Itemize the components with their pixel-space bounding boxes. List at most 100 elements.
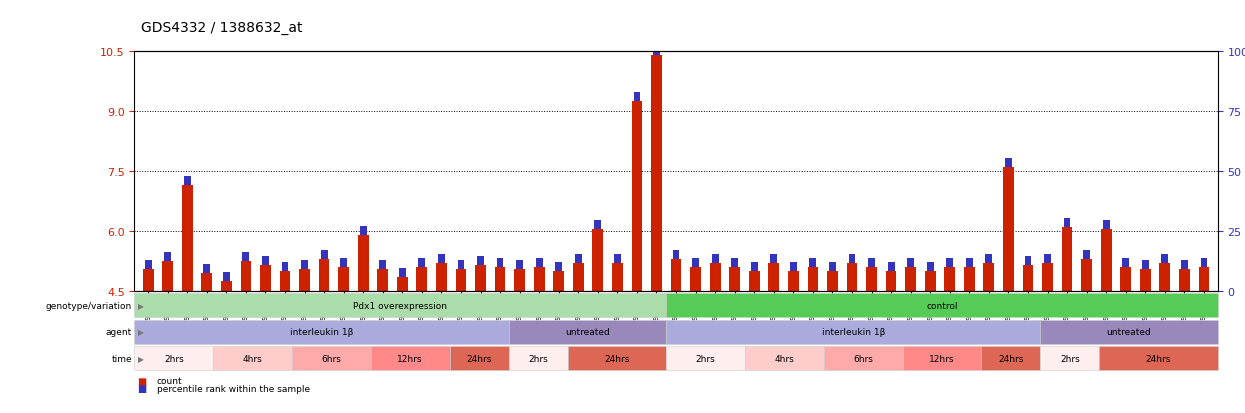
Text: untreated: untreated: [565, 328, 610, 337]
Bar: [1179, 269, 1190, 291]
Bar: [908, 259, 914, 267]
Bar: [946, 259, 954, 267]
Bar: [964, 267, 975, 291]
Bar: [751, 262, 758, 271]
Bar: [829, 262, 835, 271]
Bar: [847, 263, 858, 291]
Bar: [654, 47, 660, 56]
Bar: [1101, 229, 1112, 291]
Bar: [573, 263, 584, 291]
Bar: [1083, 250, 1091, 259]
Text: ■: ■: [137, 376, 146, 386]
Bar: [299, 269, 310, 291]
Bar: [1120, 267, 1132, 291]
Bar: [868, 259, 875, 267]
Bar: [1122, 259, 1129, 267]
Bar: [436, 263, 447, 291]
Text: agent: agent: [106, 328, 132, 337]
Bar: [867, 267, 876, 291]
Text: control: control: [926, 301, 957, 310]
Bar: [398, 268, 406, 277]
Bar: [808, 267, 818, 291]
Bar: [223, 273, 230, 281]
Text: genotype/variation: genotype/variation: [46, 301, 132, 310]
Bar: [1159, 263, 1170, 291]
Text: 2hrs: 2hrs: [528, 354, 548, 363]
Bar: [497, 259, 503, 267]
Bar: [945, 267, 955, 291]
Bar: [1200, 259, 1208, 267]
Text: Pdx1 overexpression: Pdx1 overexpression: [354, 301, 447, 310]
Text: 24hrs: 24hrs: [604, 354, 630, 363]
Bar: [438, 254, 444, 263]
Bar: [476, 265, 486, 291]
Text: 2hrs: 2hrs: [696, 354, 716, 363]
Bar: [1042, 263, 1053, 291]
Bar: [261, 256, 269, 265]
Bar: [614, 254, 621, 263]
Bar: [339, 267, 349, 291]
Bar: [1025, 256, 1031, 265]
Text: 6hrs: 6hrs: [321, 354, 341, 363]
Text: 12hrs: 12hrs: [929, 354, 955, 363]
Bar: [1142, 261, 1149, 269]
Bar: [397, 277, 407, 291]
Bar: [514, 269, 525, 291]
Bar: [809, 259, 817, 267]
Bar: [280, 271, 290, 291]
Bar: [357, 235, 369, 291]
Text: ▶: ▶: [138, 301, 144, 310]
Bar: [789, 262, 797, 271]
Bar: [555, 262, 563, 271]
Bar: [260, 265, 271, 291]
Bar: [1003, 167, 1013, 291]
Text: 2hrs: 2hrs: [164, 354, 184, 363]
Bar: [690, 267, 701, 291]
Bar: [1081, 259, 1092, 291]
Bar: [319, 259, 330, 291]
Bar: [788, 271, 799, 291]
Bar: [182, 185, 193, 291]
Bar: [143, 269, 153, 291]
Bar: [768, 263, 779, 291]
Bar: [202, 273, 212, 291]
Text: 24hrs: 24hrs: [998, 354, 1023, 363]
Bar: [594, 221, 601, 229]
Text: interleukin 1β: interleukin 1β: [290, 328, 354, 337]
Text: count: count: [157, 376, 183, 385]
Bar: [417, 267, 427, 291]
Bar: [1022, 265, 1033, 291]
Bar: [144, 261, 152, 269]
Bar: [712, 254, 718, 263]
Text: ■: ■: [137, 383, 146, 393]
Bar: [593, 229, 604, 291]
Bar: [301, 261, 308, 269]
Bar: [925, 271, 935, 291]
Bar: [849, 254, 855, 263]
Bar: [1199, 267, 1209, 291]
Bar: [553, 271, 564, 291]
Bar: [164, 252, 171, 261]
Bar: [634, 93, 640, 102]
Text: 24hrs: 24hrs: [1145, 354, 1172, 363]
Text: 12hrs: 12hrs: [397, 354, 423, 363]
Text: 24hrs: 24hrs: [467, 354, 492, 363]
Bar: [692, 259, 698, 267]
Bar: [748, 271, 759, 291]
Bar: [984, 263, 995, 291]
Bar: [380, 261, 386, 269]
Bar: [731, 259, 738, 267]
Bar: [631, 102, 642, 291]
Bar: [905, 267, 916, 291]
Bar: [162, 261, 173, 291]
Bar: [885, 271, 896, 291]
Bar: [456, 269, 467, 291]
Bar: [535, 259, 543, 267]
Text: 4hrs: 4hrs: [243, 354, 263, 363]
Text: ▶: ▶: [138, 354, 144, 363]
Bar: [827, 271, 838, 291]
Bar: [672, 250, 680, 259]
Text: percentile rank within the sample: percentile rank within the sample: [157, 384, 310, 393]
Bar: [360, 226, 366, 235]
Text: 4hrs: 4hrs: [774, 354, 794, 363]
